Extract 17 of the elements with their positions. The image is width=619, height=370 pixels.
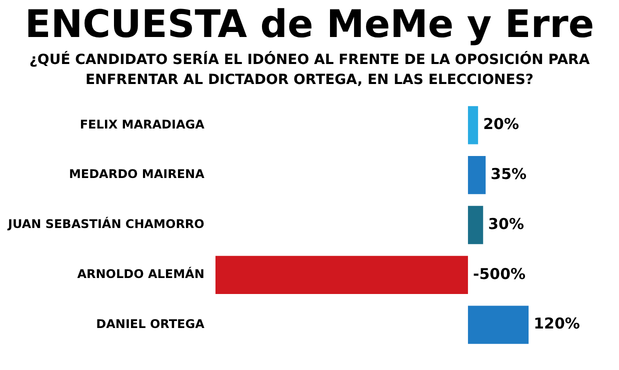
data-label: 20% [483, 115, 519, 134]
chart-subtitle: ¿QUÉ CANDIDATO SERÍA EL IDÓNEO AL FRENTE DE LA OPOSICIÓN PARA ENFRENTAR AL DICTADOR ORTEGA, EN LAS ELECCIONES? [28, 50, 591, 90]
data-label: 35% [490, 164, 527, 183]
y-tick-label: JUAN SEBASTIÁN CHAMORRO [6, 216, 204, 232]
data-label: 30% [488, 214, 524, 233]
bar [468, 206, 484, 244]
bar [468, 306, 529, 344]
data-label: 120% [534, 314, 580, 333]
y-tick-label: MEDARDO MAIRENA [68, 167, 206, 182]
y-tick-label: ARNOLDO ALEMÁN [77, 266, 204, 282]
y-tick-label: DANIEL ORTEGA [96, 316, 206, 331]
chart-title: ENCUESTA de MeMe y Erre [24, 2, 596, 46]
bar [468, 106, 478, 144]
y-tick-label: FELIX MARADIAGA [80, 117, 206, 132]
bar [468, 156, 486, 194]
bar [215, 256, 468, 294]
data-label: -500% [472, 264, 526, 283]
